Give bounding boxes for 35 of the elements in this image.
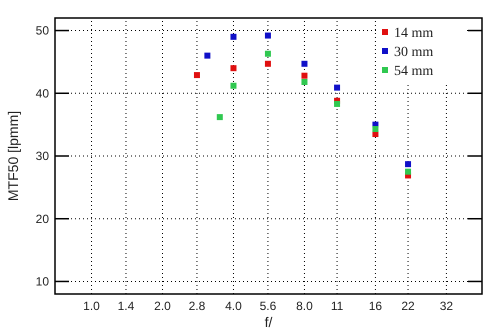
point bbox=[230, 65, 236, 72]
legend-label: 30 mm bbox=[394, 44, 434, 60]
x-tick-label: 16 bbox=[368, 299, 382, 313]
x-tick-label: 22 bbox=[401, 299, 416, 313]
y-axis-title: MTF50 [lpmm] bbox=[5, 110, 21, 202]
point bbox=[301, 60, 308, 67]
x-tick-label: 4.0 bbox=[225, 299, 242, 313]
x-tick-label: 32 bbox=[440, 299, 454, 313]
point bbox=[405, 168, 412, 175]
legend-label: 54 mm bbox=[394, 64, 434, 79]
x-tick-label: 2.0 bbox=[154, 299, 172, 313]
y-tick-label: 20 bbox=[36, 212, 50, 226]
x-tick-label: 8.0 bbox=[296, 299, 314, 313]
point bbox=[301, 78, 308, 85]
point bbox=[230, 34, 236, 40]
x-tick-label: 11 bbox=[330, 299, 344, 313]
point bbox=[264, 60, 271, 67]
point bbox=[194, 72, 200, 78]
point bbox=[334, 84, 340, 91]
x-tick-label: 1.0 bbox=[83, 299, 100, 313]
y-tick-label: 30 bbox=[36, 149, 50, 164]
y-tick-label: 10 bbox=[36, 274, 50, 289]
point bbox=[334, 100, 340, 107]
point bbox=[301, 72, 308, 79]
x-axis-title: f/ bbox=[264, 314, 272, 330]
x-tick-label: 5.6 bbox=[260, 299, 277, 313]
x-tick-label: 1.4 bbox=[118, 299, 135, 313]
x-tick-label: 2.8 bbox=[188, 299, 206, 313]
point bbox=[264, 50, 271, 57]
point bbox=[230, 82, 236, 89]
y-tick-label: 40 bbox=[36, 86, 50, 100]
point bbox=[405, 161, 412, 168]
legend-label: 14 mm bbox=[394, 26, 434, 41]
y-tick-label: 50 bbox=[36, 24, 50, 38]
point bbox=[264, 32, 271, 39]
